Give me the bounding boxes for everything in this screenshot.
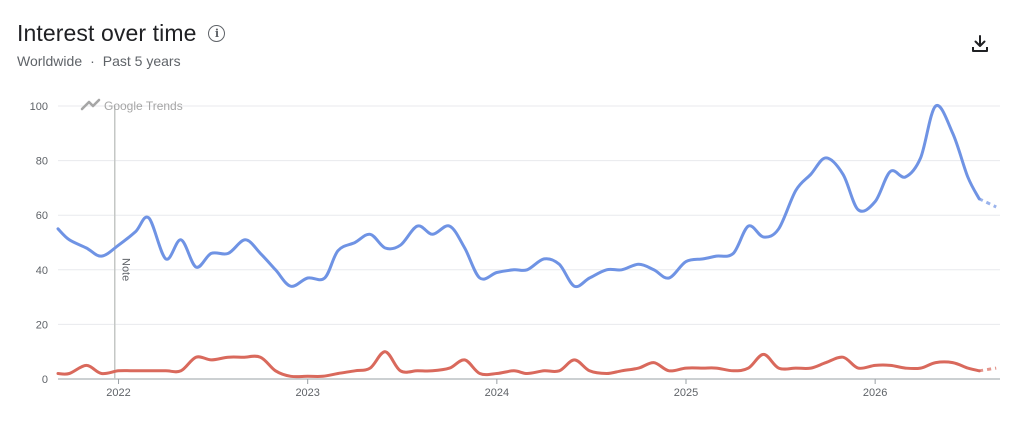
series-2-line[interactable] xyxy=(56,350,981,379)
y-tick-label: 0 xyxy=(42,374,48,386)
y-tick-label: 20 xyxy=(36,319,48,331)
info-icon[interactable]: i xyxy=(208,25,226,42)
y-tick-label: 40 xyxy=(36,265,48,277)
grid-lines xyxy=(58,105,1000,380)
watermark-text: Google Trends xyxy=(104,99,183,113)
note-marker[interactable]: Note xyxy=(113,106,132,379)
series-1-partial-line[interactable] xyxy=(978,197,997,209)
y-tick-label: 60 xyxy=(36,210,48,222)
x-axis-ticks: 2022 2023 2024 2025 2026 xyxy=(106,379,887,399)
y-tick-label: 80 xyxy=(36,156,48,168)
google-trends-watermark: Google Trends xyxy=(80,98,183,113)
google-trends-logo-icon xyxy=(80,98,101,111)
series-1-line[interactable] xyxy=(56,104,981,289)
download-button[interactable] xyxy=(968,32,992,56)
series-2-partial-line[interactable] xyxy=(978,366,997,373)
x-tick-label: 2024 xyxy=(485,387,509,399)
x-tick-label: 2025 xyxy=(674,387,698,399)
y-tick-label: 100 xyxy=(30,101,48,113)
download-icon xyxy=(972,35,988,52)
y-axis-ticks: 0 20 40 60 80 100 xyxy=(30,101,48,386)
x-tick-label: 2023 xyxy=(295,387,319,399)
x-tick-label: 2022 xyxy=(106,387,130,399)
period-label: Past 5 years xyxy=(102,53,181,69)
chart-subtitle: Worldwide · Past 5 years xyxy=(17,53,181,69)
note-label[interactable]: Note xyxy=(120,258,132,281)
x-tick-label: 2026 xyxy=(863,387,887,399)
chart-title: Interest over time i xyxy=(17,20,226,47)
subtitle-separator: · xyxy=(90,53,95,69)
series-layer xyxy=(56,104,997,379)
chart-title-text: Interest over time xyxy=(17,20,197,46)
region-label: Worldwide xyxy=(17,53,83,69)
